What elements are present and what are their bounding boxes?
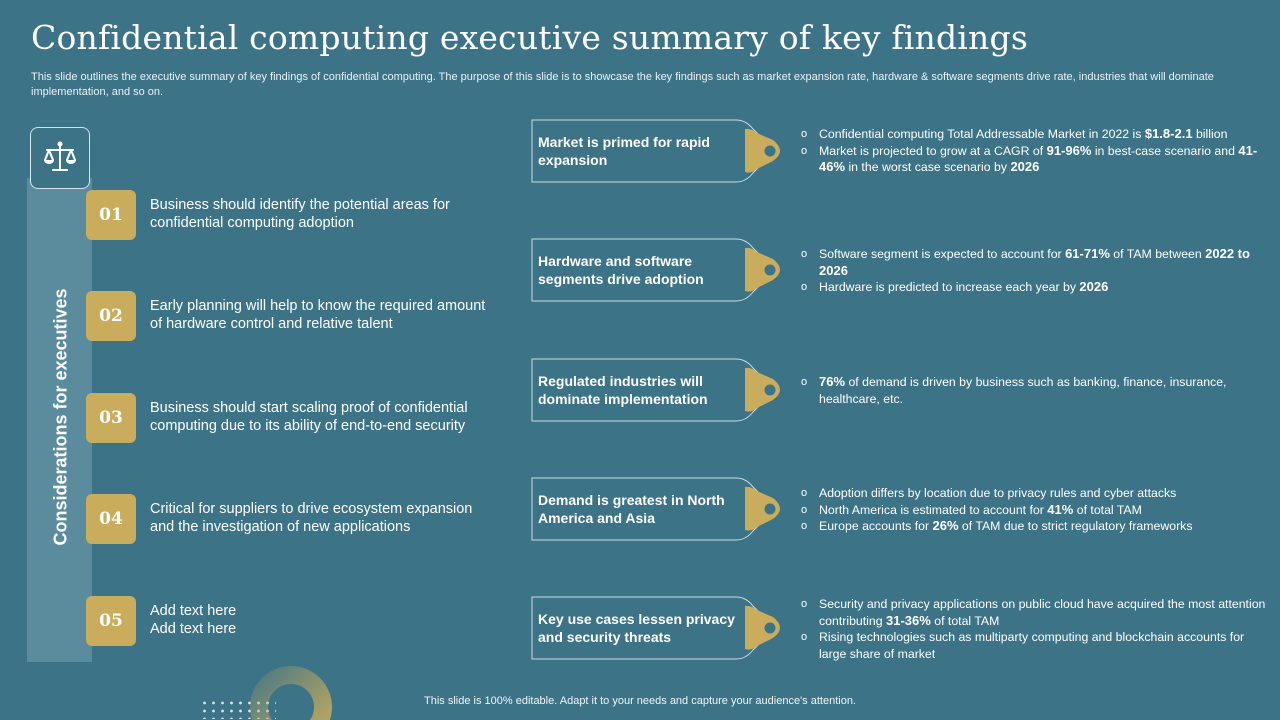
slide-subtitle: This slide outlines the executive summar… (31, 71, 1214, 98)
bullet-text: of TAM between (1109, 247, 1206, 261)
scales-icon (44, 141, 76, 171)
finding-bullets: o Adoption differs by location due to pri… (798, 485, 1268, 535)
consideration-number: 04 (86, 494, 136, 544)
tag-shape (531, 119, 780, 183)
bullet-text: North America is estimated to account fo… (819, 502, 1048, 517)
finding-tag: Key use cases lessen privacy and securit… (531, 596, 791, 662)
bullet-text: Europe accounts for (819, 519, 933, 533)
bullet-marker: o (801, 248, 808, 260)
bullet-text: Security and privacy applications on pub… (819, 597, 1266, 628)
bullet-highlight: 61-71% (1065, 246, 1110, 261)
bullet-marker: o (801, 503, 808, 516)
considerations-heading: Considerations for executives (50, 288, 71, 546)
bullet-text: Confidential computing Total Addressable… (819, 127, 1145, 141)
finding-title: Market is primed for rapid expansion (538, 134, 710, 168)
consideration-item: 02 Early planning will help to know the … (86, 291, 516, 341)
tag-shape (531, 596, 780, 660)
bullet-highlight: $1.8-2.1 (1144, 126, 1193, 141)
bullet-highlight: 2022 to 2026 (819, 246, 1250, 278)
consideration-item: 01 Business should identify the potentia… (86, 190, 516, 240)
bullet-highlight: 2026 (1079, 279, 1109, 294)
finding-title: Hardware and software segments drive ado… (538, 253, 704, 287)
bullet-text: Hardware is predicted to increase each y… (819, 280, 1080, 294)
consideration-item: 03 Business should start scaling proof o… (86, 393, 516, 443)
bullet-text: of total TAM (930, 613, 1000, 628)
tag-shape (531, 238, 780, 302)
bullet-highlight: 2026 (1010, 159, 1040, 174)
finding-bullet: o Adoption differs by location due to pri… (798, 485, 1268, 502)
tag-shape (531, 477, 780, 541)
consideration-item: 05 Add text here Add text here (86, 596, 516, 646)
finding-bullet: o Europe accounts for 26% of TAM due to s… (798, 518, 1268, 535)
finding-bullet: o Software segment is expected to account… (798, 246, 1268, 279)
bullet-text: in best-case scenario and (1091, 143, 1239, 158)
consideration-number: 03 (86, 393, 136, 443)
decorative-ring (250, 666, 332, 720)
consideration-text: Add text here Add text here (150, 603, 237, 637)
bullet-text: of TAM due to strict regulatory framewor… (958, 519, 1193, 533)
bullet-text: billion (1192, 127, 1228, 141)
icon-frame (30, 127, 90, 189)
consideration-item: 04 Critical for suppliers to drive ecosy… (86, 494, 516, 544)
bullet-marker: o (801, 376, 808, 388)
finding-bullet: o North America is estimated to account f… (798, 502, 1268, 519)
bullet-highlight: 76% (819, 374, 846, 389)
finding-title: Key use cases lessen privacy and securit… (538, 611, 735, 645)
finding-tag: Hardware and software segments drive ado… (531, 238, 791, 304)
finding-bullet: o Security and privacy applications on pu… (798, 596, 1268, 629)
finding-title: Regulated industries will dominate imple… (538, 373, 708, 407)
bullet-highlight: 41% (1047, 501, 1074, 517)
bullet-marker: o (801, 128, 808, 140)
finding-bullet: o Hardware is predicted to increase each … (798, 279, 1268, 296)
bullet-text: Adoption differs by location due to priv… (819, 486, 1177, 500)
bullet-marker: o (801, 281, 808, 293)
bullet-text: Market is projected to grow at a CAGR of (819, 143, 1047, 158)
finding-bullet: o Market is projected to grow at a CAGR o… (798, 143, 1268, 176)
consideration-number: 01 (86, 190, 136, 240)
slide-title: Confidential computing executive summary… (31, 18, 1028, 57)
bullet-text: in the worst case scenario by (845, 160, 1011, 174)
consideration-text: Business should identify the potential a… (150, 197, 450, 231)
bullet-highlight: 91-96% (1046, 142, 1092, 158)
finding-bullets: o Security and privacy applications on pu… (798, 596, 1268, 662)
finding-tag: Demand is greatest in North America and … (531, 477, 791, 543)
consideration-text: Critical for suppliers to drive ecosyste… (150, 501, 473, 535)
bullet-marker: o (801, 144, 808, 157)
finding-bullet: o Rising technologies such as multiparty … (798, 629, 1268, 662)
considerations-sidebar (27, 178, 92, 662)
bullet-text: of total TAM (1073, 502, 1142, 517)
bullet-marker: o (801, 631, 808, 643)
finding-bullet: o 76% of demand is driven by business suc… (798, 374, 1268, 407)
consideration-number: 02 (86, 291, 136, 341)
consideration-text: Business should start scaling proof of c… (150, 400, 468, 434)
bullet-marker: o (801, 598, 808, 610)
bullet-highlight: 26% (932, 518, 959, 533)
bullet-highlight: 31-36% (886, 612, 931, 628)
bullet-marker: o (801, 487, 808, 499)
finding-bullets: o Software segment is expected to account… (798, 246, 1268, 296)
finding-tag: Market is primed for rapid expansion (531, 119, 791, 185)
bullet-text: Rising technologies such as multiparty c… (819, 630, 1245, 661)
bullet-text: Software segment is expected to account … (819, 247, 1066, 261)
consideration-text: Early planning will help to know the req… (150, 298, 486, 332)
finding-bullets: o 76% of demand is driven by business suc… (798, 374, 1268, 407)
bullet-text: of demand is driven by business such as … (819, 375, 1227, 406)
bullet-highlight: 41-46% (819, 142, 1258, 175)
tag-shape (531, 358, 780, 422)
consideration-number: 05 (86, 596, 136, 646)
finding-bullet: o Confidential computing Total Addressabl… (798, 126, 1268, 143)
finding-tag: Regulated industries will dominate imple… (531, 358, 791, 424)
finding-bullets: o Confidential computing Total Addressabl… (798, 126, 1268, 176)
footer-note: This slide is 100% editable. Adapt it to… (424, 695, 856, 707)
bullet-marker: o (801, 520, 808, 532)
finding-title: Demand is greatest in North America and … (538, 492, 725, 526)
